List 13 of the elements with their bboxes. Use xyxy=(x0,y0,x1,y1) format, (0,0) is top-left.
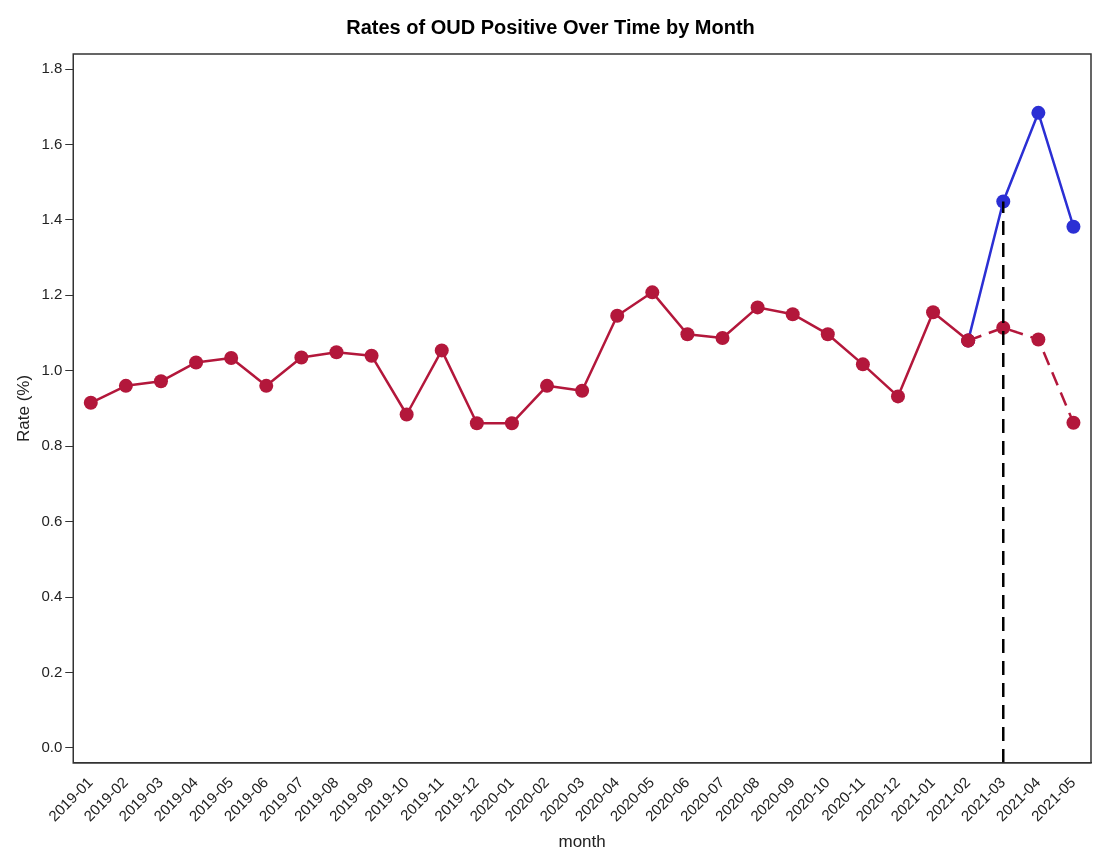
y-tick-label: 0.2 xyxy=(41,662,63,680)
y-tick-label: 1.2 xyxy=(41,285,63,303)
y-axis-title: Rate (%) xyxy=(13,374,33,443)
y-tick-label: 1.6 xyxy=(41,134,63,152)
y-tick-label: 0.4 xyxy=(41,587,63,605)
y-tick-label: 0.0 xyxy=(41,738,63,755)
y-tick-label: 1.0 xyxy=(41,360,63,378)
y-tick-label: 1.4 xyxy=(41,210,63,228)
x-axis-title: month xyxy=(558,832,606,852)
chart-title: Rates of OUD Positive Over Time by Month xyxy=(346,15,755,38)
y-tick-label: 1.8 xyxy=(41,59,63,77)
y-tick-label: 0.6 xyxy=(41,511,63,529)
y-tick-label: 0.8 xyxy=(41,436,63,454)
